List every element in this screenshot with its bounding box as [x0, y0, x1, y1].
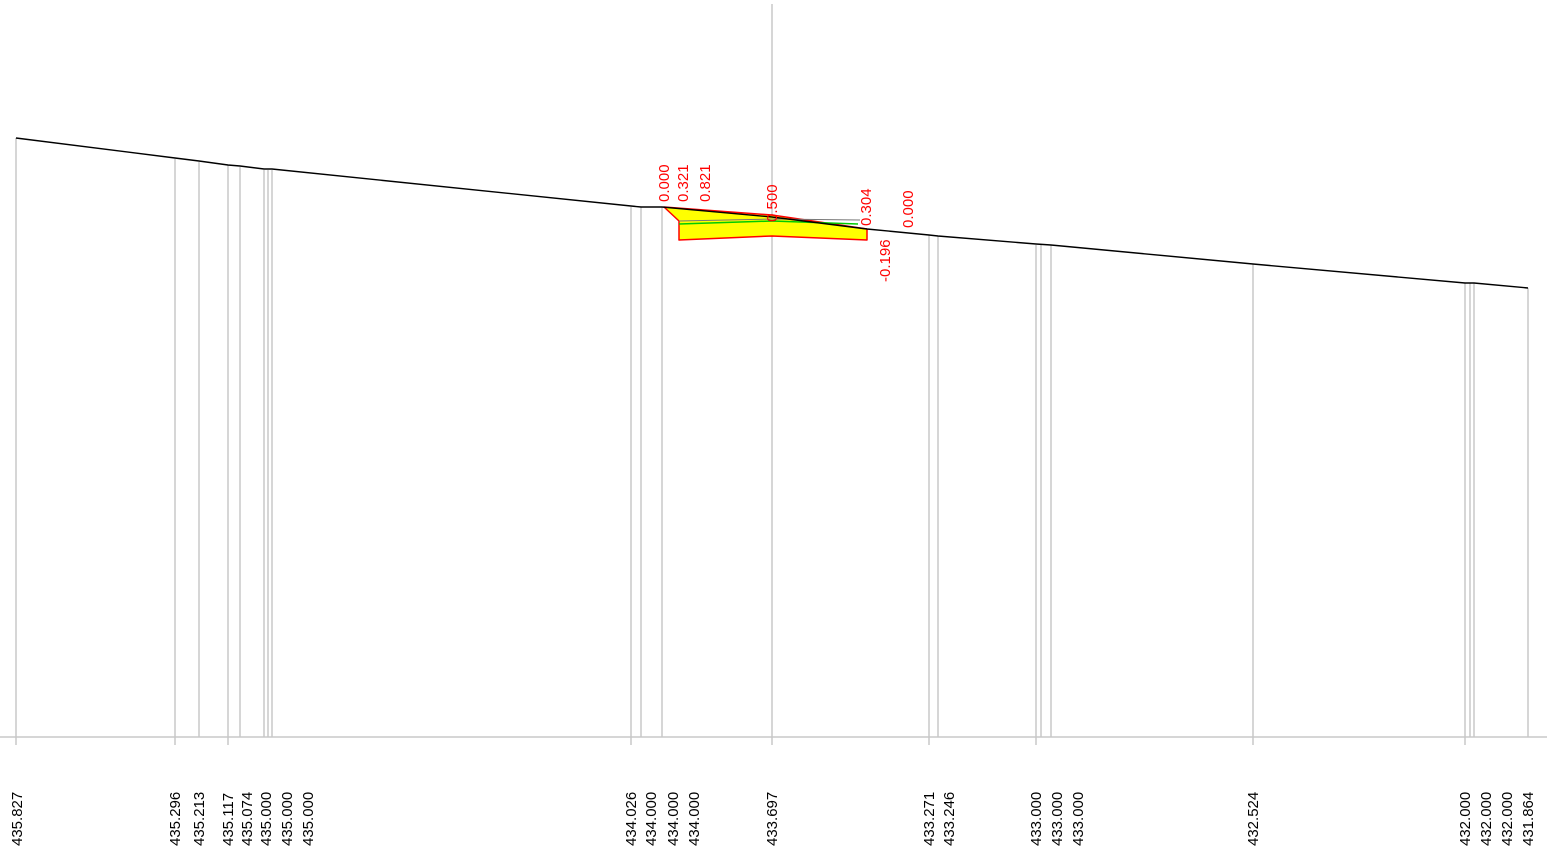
- elevation-label: 435.074: [239, 792, 256, 846]
- elevation-label: 434.000: [643, 792, 660, 846]
- elevation-label: 433.000: [1070, 792, 1087, 846]
- design-line-top: [678, 218, 861, 222]
- section-label: 0.000: [900, 190, 917, 228]
- section-label: 0.500: [764, 184, 781, 222]
- section-fill: [663, 206, 868, 241]
- elevation-label: 433.271: [921, 792, 938, 846]
- section-label: 0.821: [697, 164, 714, 202]
- elevation-label: 432.000: [1499, 792, 1516, 846]
- elevation-label: 432.524: [1245, 792, 1262, 846]
- section-label: 0.000: [656, 164, 673, 202]
- section-label: 0.321: [675, 164, 692, 202]
- elevation-label: 431.864: [1520, 792, 1537, 846]
- elevation-label: 434.026: [623, 792, 640, 846]
- elevation-label: 433.000: [1049, 792, 1066, 846]
- elevation-labels: 435.827 435.296 435.213 435.117 435.074 …: [9, 792, 1537, 846]
- elevation-label: 432.000: [1457, 792, 1474, 846]
- elevation-label: 435.117: [220, 793, 237, 846]
- station-lines: [15, 138, 1529, 745]
- section-labels: 0.000 0.321 0.821 0.500 0.304 0.000 -0.1…: [656, 164, 917, 282]
- elevation-label: 435.213: [191, 792, 208, 846]
- elevation-label: 433.000: [1028, 792, 1045, 846]
- design-line: [678, 220, 859, 225]
- ground-profile-line: [15, 137, 1529, 289]
- elevation-label: 432.000: [1478, 792, 1495, 846]
- elevation-label: 433.246: [941, 792, 958, 846]
- elevation-label: 434.000: [665, 792, 682, 846]
- elevation-label: 435.827: [9, 792, 26, 846]
- elevation-label: 433.697: [764, 792, 781, 846]
- elevation-label: 435.000: [279, 792, 296, 846]
- section-label: -0.196: [877, 239, 894, 282]
- elevation-label: 435.296: [167, 792, 184, 846]
- section-label: 0.304: [858, 188, 875, 226]
- elevation-label: 435.000: [258, 792, 275, 846]
- elevation-label: 435.000: [300, 792, 317, 846]
- elevation-label: 434.000: [686, 792, 703, 846]
